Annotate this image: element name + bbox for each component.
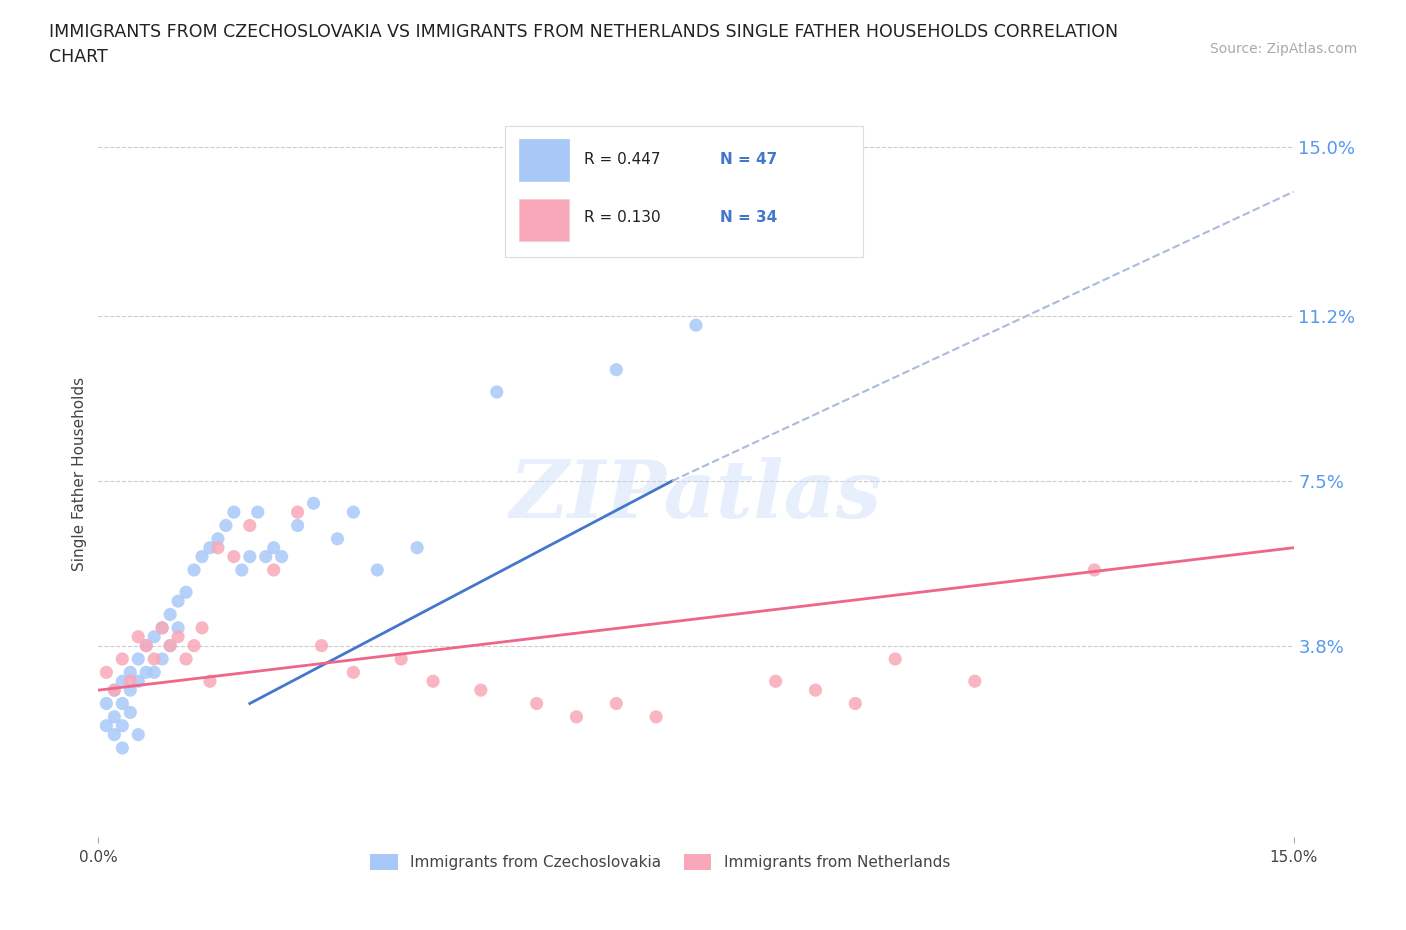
Point xyxy=(270,550,292,565)
Text: IMMIGRANTS FROM CZECHOSLOVAKIA VS IMMIGRANTS FROM NETHERLANDS SINGLE FATHER HOUS: IMMIGRANTS FROM CZECHOSLOVAKIA VS IMMIGR… xyxy=(49,23,1118,41)
Point xyxy=(150,652,173,667)
Point xyxy=(287,505,309,520)
Point xyxy=(366,563,388,578)
Point xyxy=(389,652,412,667)
Point xyxy=(103,683,125,698)
Point xyxy=(150,620,173,635)
Point xyxy=(246,505,269,520)
Point xyxy=(526,696,548,711)
Text: CHART: CHART xyxy=(49,48,108,66)
Point xyxy=(406,540,429,555)
Point xyxy=(685,318,707,333)
Point xyxy=(239,550,262,565)
Point xyxy=(120,665,142,680)
Point xyxy=(485,384,508,399)
Point xyxy=(326,531,349,546)
Point xyxy=(765,674,787,689)
Point xyxy=(103,727,125,742)
Point xyxy=(963,674,986,689)
Point xyxy=(287,518,309,533)
Point xyxy=(159,638,181,653)
Point xyxy=(120,683,142,698)
Point xyxy=(96,718,118,733)
Point xyxy=(127,630,149,644)
Point xyxy=(103,683,125,698)
Point xyxy=(159,607,181,622)
Legend: Immigrants from Czechoslovakia, Immigrants from Netherlands: Immigrants from Czechoslovakia, Immigran… xyxy=(364,848,956,876)
Point xyxy=(111,740,134,755)
Point xyxy=(263,540,285,555)
Point xyxy=(605,363,627,378)
Point xyxy=(1083,563,1105,578)
Point xyxy=(143,652,166,667)
Text: Source: ZipAtlas.com: Source: ZipAtlas.com xyxy=(1209,42,1357,56)
Point xyxy=(884,652,907,667)
Point xyxy=(174,585,197,600)
Point xyxy=(311,638,333,653)
Point xyxy=(120,674,142,689)
Point xyxy=(207,531,229,546)
Point xyxy=(127,674,149,689)
Point xyxy=(844,696,866,711)
Point xyxy=(127,727,149,742)
Point xyxy=(239,518,262,533)
Point xyxy=(150,620,173,635)
Point xyxy=(470,683,492,698)
Point xyxy=(159,638,181,653)
Point xyxy=(605,696,627,711)
Point xyxy=(183,563,205,578)
Point xyxy=(120,705,142,720)
Point xyxy=(111,696,134,711)
Point xyxy=(198,540,221,555)
Point xyxy=(645,710,668,724)
Point xyxy=(342,665,364,680)
Point xyxy=(135,665,157,680)
Point xyxy=(302,496,325,511)
Point xyxy=(222,550,245,565)
Point xyxy=(183,638,205,653)
Point xyxy=(127,652,149,667)
Point xyxy=(167,620,190,635)
Point xyxy=(135,638,157,653)
Point xyxy=(96,696,118,711)
Point xyxy=(804,683,827,698)
Point xyxy=(191,550,214,565)
Point xyxy=(263,563,285,578)
Point xyxy=(215,518,238,533)
Point xyxy=(143,630,166,644)
Point xyxy=(254,550,277,565)
Point xyxy=(222,505,245,520)
Point xyxy=(231,563,253,578)
Point xyxy=(422,674,444,689)
Point xyxy=(103,710,125,724)
Point xyxy=(198,674,221,689)
Point xyxy=(111,718,134,733)
Text: ZIPatlas: ZIPatlas xyxy=(510,458,882,535)
Point xyxy=(96,665,118,680)
Point xyxy=(111,674,134,689)
Point xyxy=(143,665,166,680)
Y-axis label: Single Father Households: Single Father Households xyxy=(72,378,87,571)
Point xyxy=(174,652,197,667)
Point xyxy=(111,652,134,667)
Point xyxy=(167,630,190,644)
Point xyxy=(207,540,229,555)
Point xyxy=(135,638,157,653)
Point xyxy=(565,710,588,724)
Point xyxy=(167,593,190,608)
Point xyxy=(191,620,214,635)
Point xyxy=(342,505,364,520)
